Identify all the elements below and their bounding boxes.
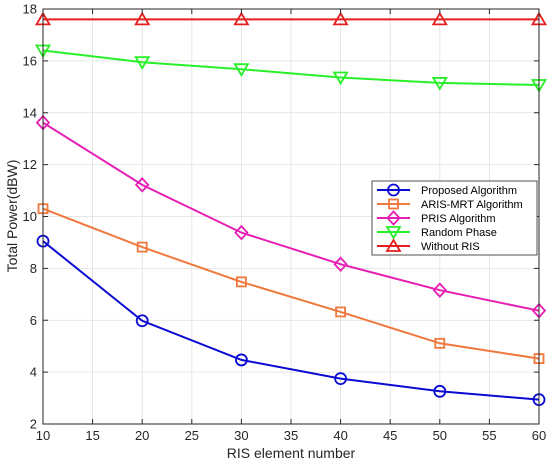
legend-marker-proposed-algorithm	[387, 183, 400, 197]
data-point-pris-algorithm	[234, 224, 249, 241]
ticks: 10 15 20 25 30 35 40 45 50 55 60 2 4 6 8 10 12 14 16 18	[23, 2, 547, 444]
x-axis-title: RIS element number	[227, 445, 356, 461]
legend-marker-without-ris	[385, 238, 402, 252]
legend-marker-pris-algorithm	[386, 210, 401, 226]
data-point-random-phase	[431, 77, 448, 91]
y-tick-label: 16	[23, 53, 37, 68]
data-point-aris-mrt-algorithm	[335, 306, 347, 318]
data-point-pris-algorithm	[134, 177, 150, 193]
data-point-without-ris	[332, 11, 349, 26]
legend-label-random-phase: Random Phase	[421, 227, 497, 239]
data-point-aris-mrt-algorithm	[235, 276, 247, 288]
y-axis-title: Total Power(dBW)	[4, 160, 20, 273]
y-tick-label: 2	[30, 417, 37, 432]
y-tick-label: 6	[30, 313, 37, 328]
data-point-proposed-algorithm	[135, 314, 149, 328]
series-layer	[34, 11, 548, 407]
x-tick-label: 30	[234, 428, 248, 443]
legend-item-aris-mrt-algorithm: ARIS-MRT Algorithm	[377, 198, 523, 211]
data-point-without-ris	[233, 11, 250, 26]
legend-label-without-ris: Without RIS	[421, 241, 480, 253]
series-line-pris-algorithm	[42, 121, 540, 312]
y-tick-label: 4	[30, 365, 37, 380]
legend-label-aris-mrt-algorithm: ARIS-MRT Algorithm	[421, 199, 523, 211]
x-tick-label: 60	[532, 428, 546, 443]
data-point-pris-algorithm	[333, 256, 348, 273]
x-tick-label: 20	[135, 428, 149, 443]
y-tick-label: 18	[23, 2, 37, 17]
legend-item-proposed-algorithm: Proposed Algorithm	[377, 183, 517, 197]
y-tick-label: 8	[30, 261, 37, 276]
x-tick-label: 25	[185, 428, 199, 443]
legend: Proposed Algorithm ARIS-MRT Algorithm PRIS…	[371, 180, 538, 256]
data-point-random-phase	[233, 63, 250, 77]
data-point-random-phase	[332, 71, 349, 86]
data-point-without-ris	[431, 11, 448, 26]
data-point-aris-mrt-algorithm	[136, 241, 148, 253]
data-point-proposed-algorithm	[234, 353, 248, 367]
series-line-aris-mrt-algorithm	[42, 207, 540, 360]
legend-item-pris-algorithm: PRIS Algorithm	[377, 210, 496, 226]
x-tick-label: 45	[383, 428, 397, 443]
data-point-pris-algorithm	[432, 282, 448, 298]
legend-label-pris-algorithm: PRIS Algorithm	[421, 213, 496, 225]
data-point-proposed-algorithm	[433, 384, 447, 398]
legend-item-random-phase: Random Phase	[377, 226, 497, 240]
data-point-random-phase	[134, 56, 151, 70]
x-tick-label: 10	[36, 428, 50, 443]
data-point-aris-mrt-algorithm	[434, 337, 446, 349]
series-proposed-algorithm	[36, 234, 546, 407]
x-tick-label: 55	[482, 428, 496, 443]
legend-marker-aris-mrt-algorithm	[388, 198, 399, 210]
x-tick-label: 15	[85, 428, 99, 443]
legend-marker-random-phase	[385, 226, 402, 240]
y-tick-label: 10	[23, 209, 37, 224]
series-line-random-phase	[42, 49, 540, 86]
x-tick-label: 40	[333, 428, 347, 443]
legend-label-proposed-algorithm: Proposed Algorithm	[421, 185, 517, 197]
y-tick-label: 14	[23, 105, 37, 120]
legend-item-without-ris: Without RIS	[377, 238, 480, 253]
data-point-without-ris	[134, 11, 151, 26]
y-tick-label: 12	[23, 157, 37, 172]
series-line-proposed-algorithm	[42, 240, 540, 401]
x-tick-label: 50	[433, 428, 447, 443]
data-point-proposed-algorithm	[334, 372, 348, 386]
x-tick-label: 35	[284, 428, 298, 443]
